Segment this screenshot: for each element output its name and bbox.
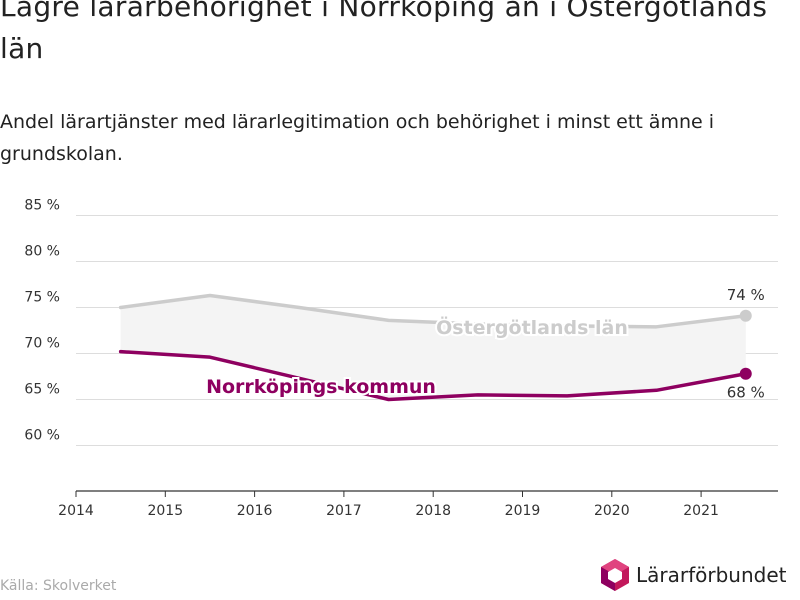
chart-subtitle: Andel lärartjänster med lärarlegitimatio… — [0, 111, 715, 165]
band-area — [120, 295, 746, 400]
x-tick-label: 2016 — [237, 503, 273, 519]
y-tick-label: 65 % — [24, 382, 60, 398]
logo-hexagon-icon — [601, 559, 629, 591]
series-lines — [118, 293, 752, 402]
end-value-label-kommun: 68 % — [727, 384, 765, 402]
y-tick-label: 60 % — [24, 428, 60, 444]
x-tick-label: 2019 — [505, 503, 541, 519]
x-tick-label: 2018 — [415, 503, 451, 519]
x-tick-label: 2017 — [326, 503, 362, 519]
y-tick-label: 75 % — [24, 290, 60, 306]
series-line-ostergotlands-lan — [118, 293, 748, 329]
difference-band — [120, 295, 746, 400]
end-marker-lan — [739, 309, 752, 322]
lararforbundet-logo: Lärarförbundet — [600, 556, 787, 594]
y-tick-label: 80 % — [24, 244, 60, 260]
logo-text: Lärarförbundet — [636, 563, 787, 587]
x-tick-label: 2020 — [594, 503, 630, 519]
x-tick-label: 2015 — [147, 503, 183, 519]
x-axis: 2014 2015 2016 2017 2018 2019 2020 2021 — [58, 490, 778, 519]
x-tick-label: 2014 — [58, 503, 94, 519]
series-label-ostergotlands-lan: Östergötlands län — [436, 315, 628, 339]
series-label-norrkopings-kommun: Norrköpings kommun — [206, 376, 436, 398]
series-labels: 74 % 68 % Östergötlands län Norrköpings kom… — [204, 286, 765, 402]
y-tick-label: 70 % — [24, 336, 60, 352]
series-line-norrkopings-kommun — [118, 349, 748, 402]
y-tick-label: 85 % — [24, 198, 60, 214]
end-value-label-lan: 74 % — [727, 286, 765, 304]
x-tick-label: 2021 — [683, 503, 719, 519]
chart-title: Lägre lärarbehörighet i Norrköping än i … — [0, 0, 768, 65]
source-note: Källa: Skolverket — [0, 578, 117, 594]
end-marker-kommun — [739, 367, 752, 380]
